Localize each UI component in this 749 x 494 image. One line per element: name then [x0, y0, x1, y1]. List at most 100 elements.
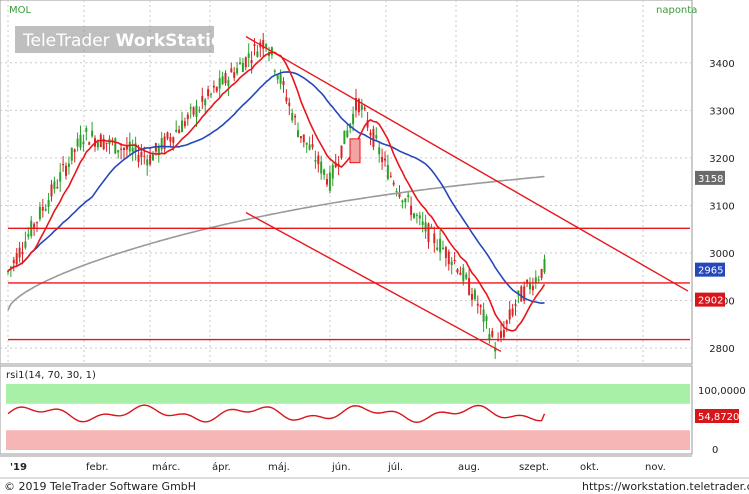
candle-body [114, 138, 117, 154]
candle-body [314, 159, 317, 162]
candle-body [415, 214, 418, 216]
candle-body [384, 158, 386, 161]
candle-body [82, 141, 85, 145]
month-tick-label: jún. [331, 461, 351, 473]
price-tick-label: 3300 [709, 106, 734, 117]
rsi-label: rsi1(14, 70, 30, 1) [6, 370, 96, 381]
candle-body [505, 320, 508, 324]
sma-long-line [7, 175, 545, 311]
candle-body [125, 146, 128, 150]
candle-body [241, 62, 244, 73]
candle-body [175, 129, 178, 132]
candle-body [407, 194, 410, 198]
price-tick-label: 3400 [709, 59, 734, 70]
candle-body [465, 274, 468, 279]
candle-body [317, 155, 320, 165]
candle-body [471, 293, 473, 300]
candle-body [360, 104, 363, 110]
last-value-label: 2902 [698, 296, 723, 307]
candle-body [265, 44, 268, 49]
month-tick-label: júl. [387, 461, 403, 473]
candle-body [152, 154, 154, 161]
candle-body [172, 137, 175, 143]
candle-body [224, 72, 227, 84]
candle-body [476, 303, 479, 306]
candle-body [523, 286, 526, 302]
candle-body [494, 348, 497, 352]
candle-body [137, 154, 140, 162]
candle-body [105, 142, 108, 144]
candle-body [273, 70, 276, 72]
source-url[interactable]: https://workstation.teletrader.com [582, 480, 749, 493]
last-value-badge [695, 170, 725, 185]
candle-body [189, 107, 192, 109]
candle-body [244, 57, 247, 68]
candle-body [297, 130, 299, 137]
month-tick-label: máj. [268, 461, 290, 473]
candle-body [250, 60, 253, 64]
candle-body [456, 269, 459, 273]
candle-body [343, 130, 346, 145]
ticker-label: MOL [9, 5, 31, 16]
candle-body [311, 144, 314, 148]
annotations [8, 36, 690, 353]
watermark: TeleTrader WorkStation [15, 26, 235, 53]
rsi-overbought-zone [6, 384, 690, 404]
candle-body [15, 253, 18, 265]
candle-body [91, 130, 94, 137]
candle-body [183, 121, 186, 127]
candle-body [369, 132, 372, 136]
candle-body [160, 138, 163, 150]
candle-body [221, 76, 224, 85]
candlestick-series [7, 32, 546, 359]
period-label: naponta [656, 5, 697, 16]
candle-body [79, 134, 82, 148]
candle-body [479, 305, 482, 308]
candle-body [436, 247, 439, 250]
price-tick-label: 3000 [709, 249, 734, 260]
candle-body [102, 138, 105, 150]
watermark-brand: TeleTrader [22, 31, 110, 51]
candle-body [169, 137, 172, 142]
last-value-label: 3158 [698, 174, 723, 185]
candle-body [381, 156, 384, 163]
candle-body [531, 285, 534, 291]
candle-body [447, 251, 450, 265]
candle-body [59, 172, 62, 182]
candle-body [195, 105, 198, 117]
candle-body [36, 222, 38, 224]
candle-body [21, 251, 24, 255]
month-tick-label: márc. [152, 461, 180, 473]
candle-body [459, 272, 462, 276]
candle-body [520, 286, 523, 302]
candle-body [328, 172, 331, 191]
candle-body [47, 200, 50, 207]
candle-body [389, 175, 392, 177]
candle-body [210, 93, 212, 95]
candle-body [346, 130, 349, 137]
candle-body [215, 87, 218, 92]
candle-body [302, 134, 305, 143]
last-value-badge [695, 292, 725, 307]
candle-body [204, 99, 207, 106]
candle-body [404, 198, 407, 203]
candle-body [340, 145, 343, 158]
candle-body [44, 208, 47, 211]
month-tick-label: '19 [10, 462, 27, 473]
candle-body [386, 165, 389, 180]
candle-body [401, 200, 404, 203]
month-tick-label: nov. [645, 462, 666, 473]
candle-body [218, 78, 221, 89]
candle-body [76, 138, 79, 147]
rsi-panel [6, 384, 690, 450]
candle-body [378, 147, 381, 155]
candle-body [421, 221, 424, 225]
candle-body [540, 269, 543, 279]
candle-body [352, 113, 355, 124]
candle-body [262, 40, 265, 49]
candle-body [331, 165, 334, 179]
candle-body [230, 68, 233, 73]
candle-body [502, 329, 505, 338]
